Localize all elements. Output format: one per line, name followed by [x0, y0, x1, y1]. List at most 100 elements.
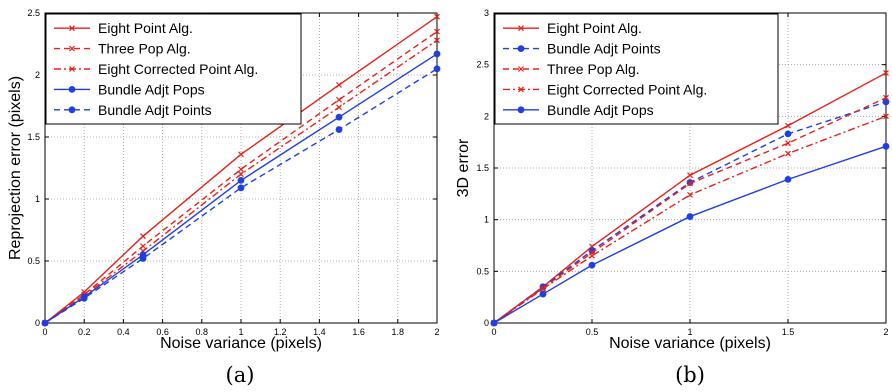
data-point: [883, 113, 889, 120]
data-point: [883, 70, 889, 76]
data-point: [540, 285, 546, 292]
legend: Eight Point Alg. Bundle Adjt Points Three …: [494, 13, 779, 125]
series-line: [44, 39, 438, 324]
data-point: [434, 28, 440, 35]
data-point: [687, 172, 693, 179]
y-tick-label: 1: [35, 194, 40, 204]
data-point: [686, 179, 694, 186]
legend-label: Three Pop Alg.: [547, 61, 640, 77]
series-line: [493, 115, 887, 324]
y-tick-label: 0.5: [476, 266, 489, 276]
legend-marker: [518, 25, 524, 32]
y-tick-label: 0: [35, 318, 40, 328]
data-point: [336, 96, 342, 103]
y-tick-label: 2: [484, 111, 489, 121]
data-point: [687, 180, 693, 187]
x-tick-label: 0.6: [156, 327, 169, 337]
x-tick-label: 1.4: [313, 327, 326, 337]
data-point: [238, 166, 244, 173]
data-point: [785, 122, 791, 129]
legend-label: Eight Point Alg.: [98, 20, 193, 36]
x-tick-label: 1.5: [782, 327, 795, 337]
data-point: [335, 126, 343, 133]
series-line: [44, 53, 438, 324]
legend-marker: [69, 25, 75, 32]
x-tick-label: 0.5: [586, 327, 599, 337]
data-point: [784, 130, 792, 138]
data-point: [41, 319, 49, 327]
data-point: [238, 151, 244, 158]
y-tick-label: 0: [484, 318, 489, 328]
data-point: [785, 140, 791, 147]
data-point: [433, 50, 441, 58]
data-point: [335, 113, 343, 121]
data-point: [589, 252, 595, 259]
legend-marker: [68, 106, 76, 114]
data-point: [588, 261, 596, 269]
data-point: [336, 81, 342, 88]
legend-marker: [517, 106, 525, 114]
legend-marker: [518, 86, 524, 93]
data-point: [140, 243, 146, 250]
data-point: [687, 191, 693, 198]
data-point: [336, 104, 342, 111]
data-point: [434, 37, 440, 44]
data-point: [882, 142, 890, 150]
y-axis-label: Reprojection error (pixels): [7, 76, 24, 260]
data-point: [237, 184, 245, 192]
x-tick-label: 1: [238, 327, 243, 337]
data-point: [784, 175, 792, 183]
legend-label: Eight Corrected Point Alg.: [547, 81, 707, 97]
legend-label: Bundle Adjt Pops: [547, 102, 654, 118]
chart-panel-b: 0 0.5 1 1.5 2 0 0.5 1 1.5 2 2.5 3 Eight Point Alg. Bu…: [455, 8, 890, 387]
data-point: [490, 319, 498, 327]
x-tick-label: 1: [687, 327, 692, 337]
data-point: [883, 94, 889, 101]
legend-label: Eight Corrected Point Alg.: [98, 61, 258, 77]
series-line: [44, 16, 438, 324]
data-point: [686, 213, 694, 220]
legend-marker: [518, 66, 524, 72]
x-tick-label: 2: [434, 327, 439, 337]
series-line: [44, 31, 438, 324]
y-tick-label: 2: [35, 70, 40, 80]
x-axis-label: Noise variance (pixels): [609, 335, 771, 352]
y-tick-label: 1.5: [27, 132, 40, 142]
data-point: [434, 13, 440, 20]
y-tick-label: 1: [484, 215, 489, 225]
y-tick-label: 2.5: [476, 60, 489, 70]
legend: Eight Point Alg. Three Pop Alg. Eight Corr…: [45, 13, 302, 125]
legend-box: [494, 13, 779, 125]
series-line: [493, 97, 887, 324]
data-point: [785, 150, 791, 157]
data-point: [237, 177, 245, 184]
x-tick-label: 0: [42, 327, 47, 337]
panel-caption: (a): [226, 363, 255, 387]
x-tick-label: 0.8: [196, 327, 209, 337]
series-line: [493, 145, 887, 324]
y-tick-label: 0.5: [27, 256, 40, 266]
data-point: [80, 294, 88, 302]
x-axis-label: Noise variance (pixels): [160, 335, 322, 352]
legend-label: Bundle Adjt Pops: [98, 81, 205, 97]
series-line: [44, 68, 438, 324]
legend-label: Three Pop Alg.: [98, 41, 191, 57]
x-tick-label: 1.6: [352, 327, 365, 337]
legend-label: Bundle Adjt Points: [98, 102, 212, 118]
y-tick-label: 2.5: [27, 8, 40, 18]
x-tick-label: 1.8: [392, 327, 405, 337]
chart-panel-a: 0 0.2 0.4 0.6 0.8 1 1.2 1.4 1.6 1.8 2 0 0.5 1 1.5 2 2.5 E…: [7, 8, 441, 387]
legend-label: Bundle Adjt Points: [547, 41, 661, 57]
data-point: [539, 290, 547, 298]
legend-marker: [517, 45, 525, 52]
x-tick-label: 2: [883, 327, 888, 337]
x-tick-label: 1.2: [274, 327, 287, 337]
legend-marker: [69, 66, 75, 72]
panel-caption: (b): [675, 363, 705, 387]
y-tick-label: 1.5: [476, 163, 489, 173]
y-tick-label: 3: [484, 8, 489, 18]
data-point: [238, 171, 244, 178]
data-point: [139, 255, 147, 262]
data-point: [140, 233, 146, 240]
